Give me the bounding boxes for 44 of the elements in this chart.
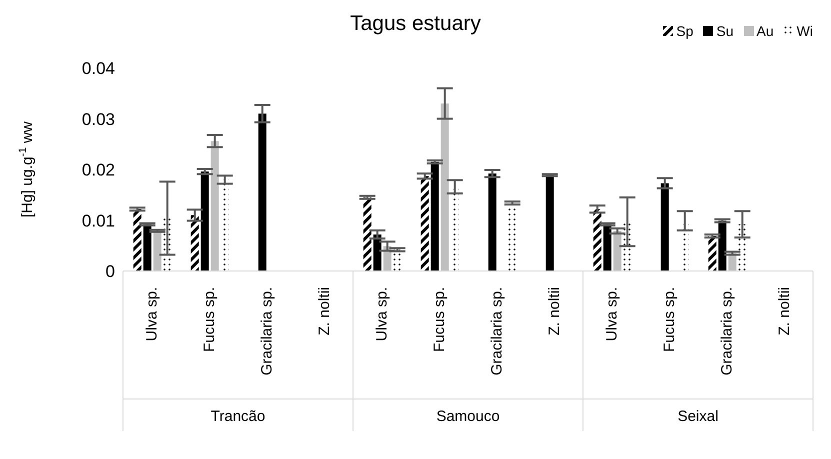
bar bbox=[133, 209, 142, 271]
x-tick-label: Z. noltii bbox=[316, 287, 333, 336]
legend-label: Sp bbox=[675, 23, 694, 39]
bar bbox=[593, 209, 602, 271]
x-tick-label: Gracilaria sp. bbox=[488, 287, 506, 376]
bar bbox=[440, 104, 449, 271]
x-tick-label: Gracilaria sp. bbox=[258, 287, 276, 376]
y-tick-label: 0.04 bbox=[82, 59, 115, 78]
chart-title: Tagus estuary bbox=[350, 12, 481, 35]
bar bbox=[546, 175, 554, 271]
bar bbox=[603, 224, 612, 271]
bar bbox=[190, 215, 199, 271]
bar bbox=[718, 220, 726, 271]
bar bbox=[258, 114, 266, 271]
legend-label: Au bbox=[756, 23, 774, 39]
bar bbox=[200, 172, 209, 271]
bar bbox=[420, 176, 429, 271]
x-tick-label: Fucus sp. bbox=[200, 287, 218, 352]
y-tick-label: 0.03 bbox=[82, 110, 115, 129]
bar bbox=[613, 230, 622, 271]
bar bbox=[363, 197, 372, 271]
x-tick-label: Z. noltii bbox=[546, 287, 563, 336]
bar bbox=[143, 224, 152, 271]
bar bbox=[210, 141, 219, 271]
x-tick-label: Ulva sp. bbox=[603, 287, 620, 342]
x-tick-label: Ulva sp. bbox=[373, 287, 390, 342]
x-tick-label: Fucus sp. bbox=[660, 287, 678, 352]
y-tick-label: 0 bbox=[106, 262, 115, 282]
legend-label: Wi bbox=[796, 23, 813, 39]
legend-label: Su bbox=[715, 23, 734, 39]
x-tick-label: Z. noltii bbox=[776, 287, 793, 336]
x-tick-label: Fucus sp. bbox=[430, 287, 448, 352]
text: Seixal bbox=[678, 408, 718, 425]
text: Samouco bbox=[436, 408, 500, 425]
x-tick-label: Gracilaria sp. bbox=[718, 287, 736, 376]
bar bbox=[488, 174, 496, 271]
bar bbox=[660, 183, 669, 271]
y-tick-label: 0.02 bbox=[82, 160, 115, 180]
text: Trancão bbox=[210, 408, 266, 425]
bar bbox=[430, 162, 439, 271]
bar bbox=[153, 230, 162, 271]
bar bbox=[708, 236, 716, 271]
x-tick-label: Ulva sp. bbox=[143, 287, 160, 342]
y-tick-label: 0.01 bbox=[82, 211, 115, 230]
